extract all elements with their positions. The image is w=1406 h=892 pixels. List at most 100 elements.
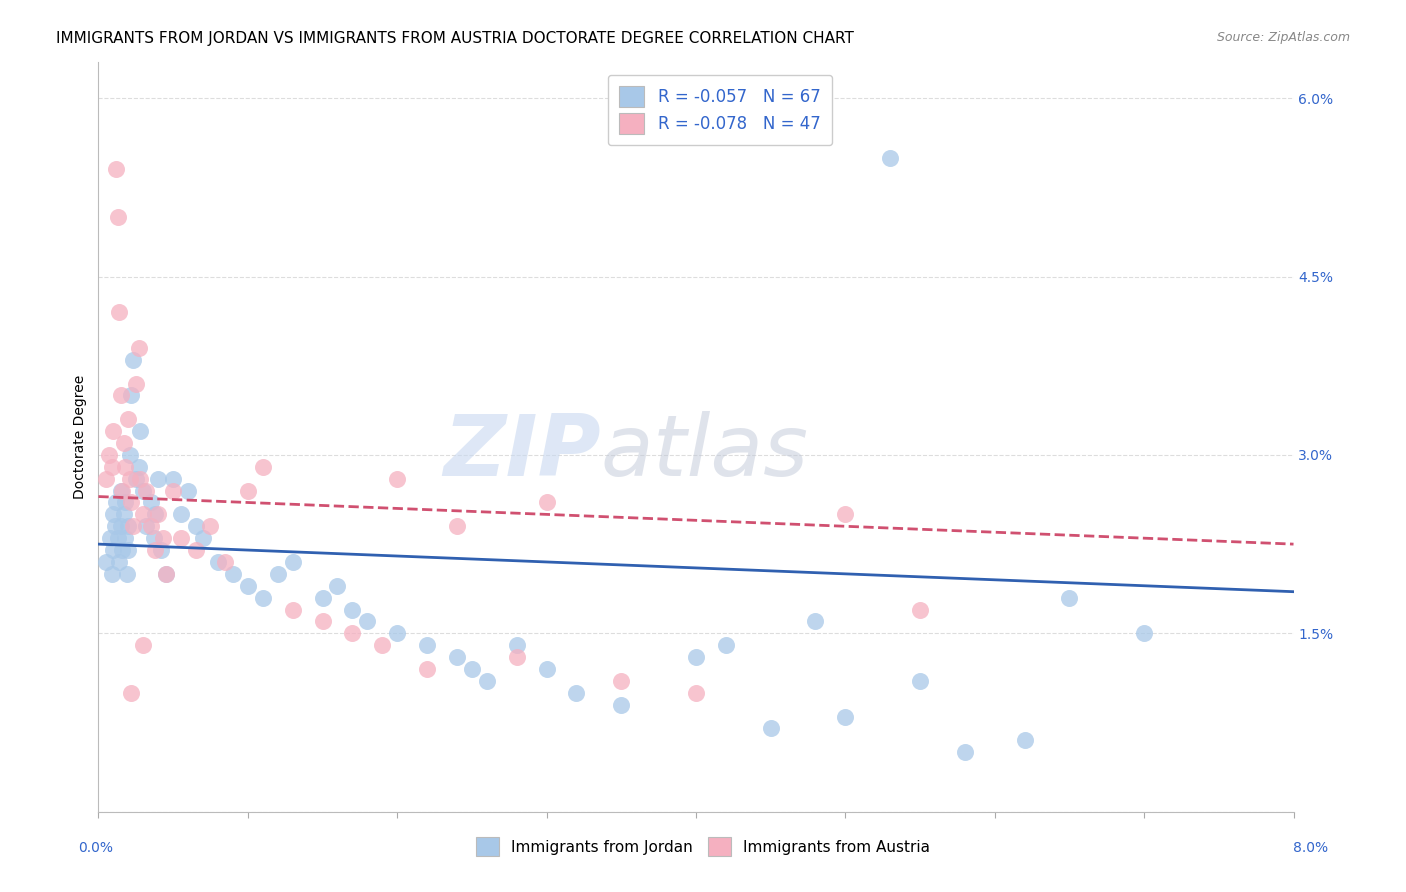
Point bbox=[162, 472, 184, 486]
Point bbox=[101, 566, 124, 581]
Point bbox=[150, 543, 173, 558]
Point bbox=[565, 686, 588, 700]
Point bbox=[267, 566, 290, 581]
Point bbox=[446, 650, 468, 665]
Point bbox=[191, 531, 214, 545]
Point bbox=[97, 448, 120, 462]
Point bbox=[110, 519, 132, 533]
Point bbox=[111, 483, 134, 498]
Point bbox=[685, 650, 707, 665]
Point bbox=[121, 519, 143, 533]
Point bbox=[169, 531, 191, 545]
Text: IMMIGRANTS FROM JORDAN VS IMMIGRANTS FROM AUSTRIA DOCTORATE DEGREE CORRELATION C: IMMIGRANTS FROM JORDAN VS IMMIGRANTS FRO… bbox=[56, 31, 853, 46]
Point bbox=[908, 602, 931, 616]
Point bbox=[610, 673, 633, 688]
Point bbox=[184, 519, 207, 533]
Point bbox=[132, 483, 155, 498]
Text: 0.0%: 0.0% bbox=[79, 841, 112, 855]
Point bbox=[108, 305, 131, 319]
Point bbox=[236, 483, 259, 498]
Point bbox=[281, 555, 304, 569]
Point bbox=[148, 508, 170, 522]
Point bbox=[103, 508, 125, 522]
Point bbox=[281, 602, 304, 616]
Point bbox=[879, 151, 901, 165]
Point bbox=[132, 638, 155, 652]
Point bbox=[129, 472, 152, 486]
Point bbox=[105, 162, 128, 177]
Point bbox=[135, 483, 157, 498]
Point bbox=[128, 341, 150, 355]
Point bbox=[152, 531, 174, 545]
Point bbox=[112, 508, 135, 522]
Point bbox=[118, 448, 141, 462]
Point bbox=[536, 495, 558, 509]
Point bbox=[834, 709, 856, 723]
Point bbox=[461, 662, 484, 676]
Point bbox=[252, 459, 274, 474]
Point bbox=[834, 508, 856, 522]
Point bbox=[129, 424, 152, 438]
Point bbox=[111, 543, 134, 558]
Point bbox=[101, 459, 124, 474]
Point bbox=[326, 579, 349, 593]
Point bbox=[104, 519, 127, 533]
Point bbox=[143, 543, 166, 558]
Point bbox=[252, 591, 274, 605]
Point bbox=[105, 495, 128, 509]
Point bbox=[117, 519, 139, 533]
Point bbox=[107, 210, 129, 224]
Point bbox=[135, 519, 157, 533]
Point bbox=[162, 483, 184, 498]
Point bbox=[385, 626, 409, 640]
Point bbox=[114, 495, 136, 509]
Point bbox=[200, 519, 222, 533]
Point bbox=[342, 626, 364, 640]
Point bbox=[143, 508, 166, 522]
Point bbox=[416, 638, 439, 652]
Point bbox=[132, 508, 155, 522]
Point bbox=[117, 412, 139, 426]
Point bbox=[184, 543, 207, 558]
Legend: Immigrants from Jordan, Immigrants from Austria: Immigrants from Jordan, Immigrants from … bbox=[470, 831, 936, 862]
Point bbox=[121, 352, 143, 367]
Point bbox=[94, 555, 117, 569]
Point bbox=[536, 662, 558, 676]
Point bbox=[385, 472, 409, 486]
Point bbox=[446, 519, 468, 533]
Point bbox=[311, 591, 333, 605]
Point bbox=[342, 602, 364, 616]
Point bbox=[125, 472, 148, 486]
Point bbox=[685, 686, 707, 700]
Point bbox=[139, 495, 162, 509]
Point bbox=[110, 388, 132, 402]
Point bbox=[155, 566, 177, 581]
Point bbox=[207, 555, 229, 569]
Point bbox=[120, 388, 142, 402]
Point bbox=[416, 662, 439, 676]
Point bbox=[908, 673, 931, 688]
Text: atlas: atlas bbox=[600, 410, 808, 493]
Point bbox=[311, 615, 333, 629]
Point bbox=[177, 483, 200, 498]
Point bbox=[114, 459, 136, 474]
Point bbox=[125, 376, 148, 391]
Legend: R = -0.057   N = 67, R = -0.078   N = 47: R = -0.057 N = 67, R = -0.078 N = 47 bbox=[607, 75, 832, 145]
Point bbox=[110, 483, 132, 498]
Point bbox=[371, 638, 394, 652]
Point bbox=[108, 555, 131, 569]
Point bbox=[714, 638, 737, 652]
Point bbox=[112, 436, 135, 450]
Point bbox=[148, 472, 170, 486]
Point bbox=[1014, 733, 1036, 747]
Point bbox=[128, 459, 150, 474]
Point bbox=[114, 531, 136, 545]
Y-axis label: Doctorate Degree: Doctorate Degree bbox=[73, 375, 87, 500]
Point bbox=[107, 531, 129, 545]
Text: ZIP: ZIP bbox=[443, 410, 600, 493]
Point bbox=[103, 424, 125, 438]
Point bbox=[1059, 591, 1081, 605]
Point bbox=[804, 615, 827, 629]
Text: Source: ZipAtlas.com: Source: ZipAtlas.com bbox=[1216, 31, 1350, 45]
Point bbox=[139, 519, 162, 533]
